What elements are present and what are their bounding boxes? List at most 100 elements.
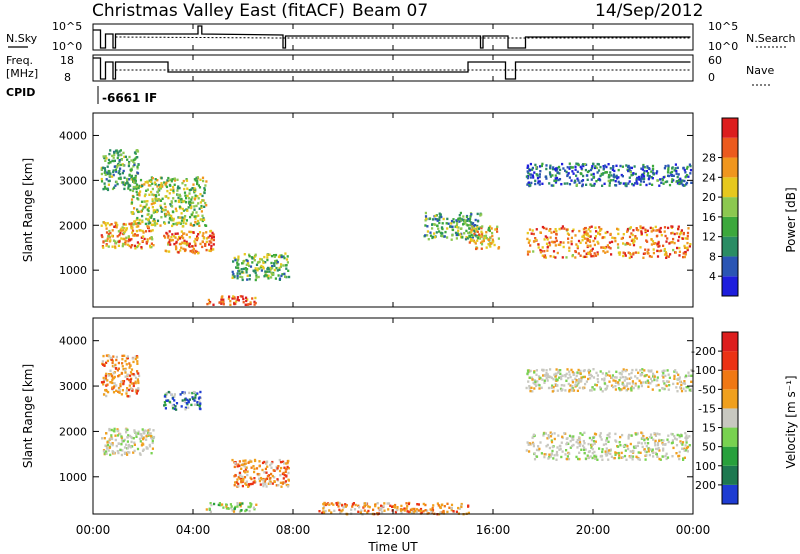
- data-cell: [548, 171, 552, 174]
- data-cell: [243, 476, 247, 479]
- data-cell: [583, 446, 586, 449]
- data-cell: [543, 250, 546, 253]
- data-cell: [122, 181, 125, 184]
- data-cell: [526, 170, 529, 173]
- data-cell: [336, 503, 339, 506]
- data-cell: [583, 431, 586, 434]
- data-cell: [275, 266, 278, 270]
- data-cell: [174, 222, 177, 225]
- data-cell: [677, 180, 680, 183]
- data-cell: [419, 507, 423, 511]
- data-cell: [654, 225, 657, 229]
- data-cell: [570, 435, 573, 438]
- data-cell: [631, 458, 634, 461]
- data-cell: [535, 369, 538, 372]
- data-cell: [649, 382, 652, 385]
- data-cell: [198, 396, 201, 399]
- data-cell: [615, 184, 618, 187]
- data-cell: [254, 253, 257, 256]
- data-cell: [218, 502, 221, 505]
- data-cell: [151, 182, 154, 185]
- data-cell: [684, 253, 687, 256]
- data-cell: [640, 232, 643, 235]
- data-cell: [121, 226, 124, 229]
- data-cell: [424, 215, 428, 218]
- data-cell: [177, 199, 180, 202]
- data-cell: [198, 404, 201, 408]
- data-cell: [558, 178, 562, 181]
- data-cell: [476, 224, 479, 228]
- data-cell: [136, 447, 140, 451]
- data-cell: [602, 172, 605, 175]
- data-cell: [539, 441, 542, 444]
- data-cell: [244, 509, 247, 513]
- data-cell: [612, 179, 615, 182]
- data-cell: [554, 228, 557, 231]
- data-cell: [623, 454, 627, 458]
- data-cell: [238, 477, 242, 480]
- data-cell: [455, 225, 458, 229]
- data-cell: [634, 445, 637, 448]
- data-cell: [445, 222, 448, 225]
- data-cell: [549, 368, 552, 371]
- data-cell: [586, 170, 589, 174]
- data-cell: [240, 509, 243, 512]
- data-cell: [376, 512, 379, 515]
- colorbar-segment: [722, 197, 738, 217]
- data-cell: [136, 167, 139, 170]
- data-cell: [130, 201, 134, 204]
- data-cell: [137, 210, 140, 214]
- data-cell: [284, 275, 287, 278]
- data-cell: [555, 450, 559, 454]
- data-cell: [111, 378, 114, 381]
- data-cell: [679, 231, 682, 235]
- data-cell: [614, 388, 617, 391]
- data-cell: [685, 449, 688, 452]
- data-cell: [468, 219, 471, 223]
- data-cell: [116, 369, 119, 372]
- colorbar-tick-label: 24: [702, 171, 716, 184]
- data-cell: [666, 438, 669, 441]
- data-cell: [258, 267, 261, 270]
- data-cell: [571, 370, 574, 374]
- data-cell: [137, 222, 140, 225]
- data-cell: [273, 255, 276, 258]
- data-cell: [124, 369, 127, 372]
- data-cell: [123, 237, 126, 241]
- data-cell: [208, 302, 211, 305]
- data-cell: [171, 404, 174, 407]
- data-cell: [608, 435, 611, 439]
- data-cell: [104, 389, 107, 392]
- data-cell: [624, 449, 627, 452]
- data-cell: [202, 179, 205, 183]
- data-cell: [163, 395, 166, 398]
- data-cell: [552, 457, 555, 460]
- data-cell: [548, 453, 551, 456]
- data-cell: [163, 222, 167, 225]
- data-cell: [180, 246, 183, 249]
- data-cell: [550, 376, 554, 380]
- data-cell: [412, 511, 415, 514]
- data-cell: [131, 445, 134, 448]
- data-cell: [528, 250, 531, 253]
- data-cell: [665, 384, 668, 388]
- data-cell: [586, 232, 589, 235]
- data-cell: [234, 505, 237, 509]
- data-cell: [450, 219, 454, 223]
- data-cell: [582, 174, 585, 178]
- data-cell: [233, 297, 236, 300]
- data-cell: [249, 301, 252, 304]
- data-cell: [231, 270, 234, 274]
- data-cell: [129, 364, 132, 367]
- data-cell: [596, 162, 599, 166]
- data-cell: [205, 204, 208, 207]
- data-cell: [535, 373, 538, 376]
- data-cell: [568, 373, 571, 376]
- data-cell: [492, 240, 495, 243]
- data-cell: [579, 165, 582, 169]
- data-cell: [670, 174, 674, 177]
- data-cell: [576, 371, 579, 374]
- data-cell: [426, 509, 429, 512]
- data-cell: [396, 506, 399, 509]
- data-cell: [127, 444, 130, 448]
